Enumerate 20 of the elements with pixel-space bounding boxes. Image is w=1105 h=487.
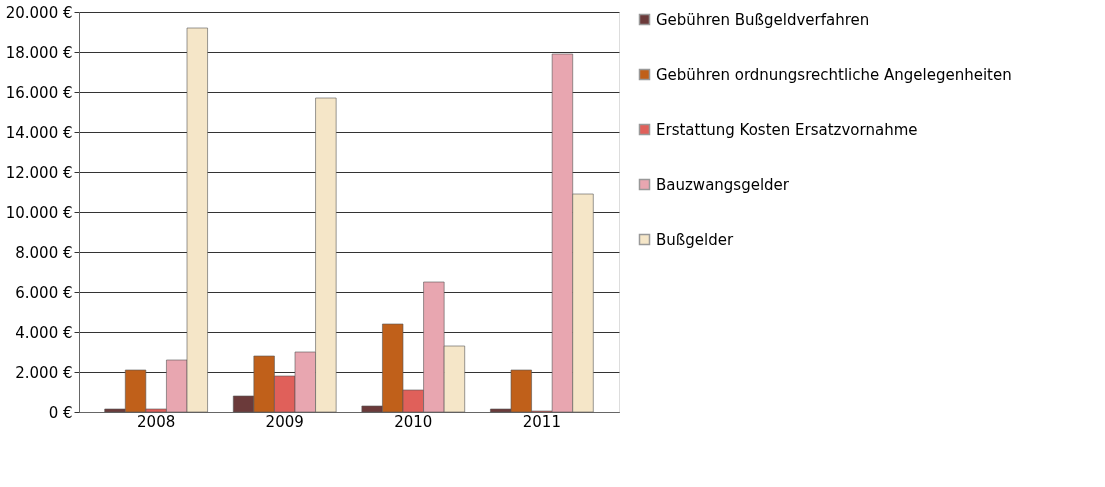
y-tick-label: 8.000 € <box>15 243 73 262</box>
legend-label: Gebühren ordnungsrechtliche Angelegenheiten <box>656 65 1012 84</box>
y-tick-label: 20.000 € <box>5 3 73 22</box>
y-tick-label: 4.000 € <box>15 323 73 342</box>
y-tick-label: 18.000 € <box>5 43 73 62</box>
y-tick-label: 12.000 € <box>5 163 73 182</box>
legend-label: Erstattung Kosten Ersatzvornahme <box>656 120 918 139</box>
x-tick-label: 2011 <box>522 412 561 431</box>
x-tick-label: 2009 <box>265 412 304 431</box>
legend-label: Gebühren Bußgeldverfahren <box>656 10 870 29</box>
y-tick-label: 16.000 € <box>5 83 73 102</box>
y-tick-label: 14.000 € <box>5 123 73 142</box>
legend-label: Bußgelder <box>656 230 734 249</box>
y-tick-label: 2.000 € <box>15 363 73 382</box>
x-tick-label: 2010 <box>394 412 433 431</box>
y-tick-label: 0 € <box>48 403 73 422</box>
y-tick-label: 10.000 € <box>5 203 73 222</box>
legend-label: Bauzwangsgelder <box>656 175 790 194</box>
y-tick-label: 6.000 € <box>15 283 73 302</box>
x-tick-label: 2008 <box>137 412 176 431</box>
